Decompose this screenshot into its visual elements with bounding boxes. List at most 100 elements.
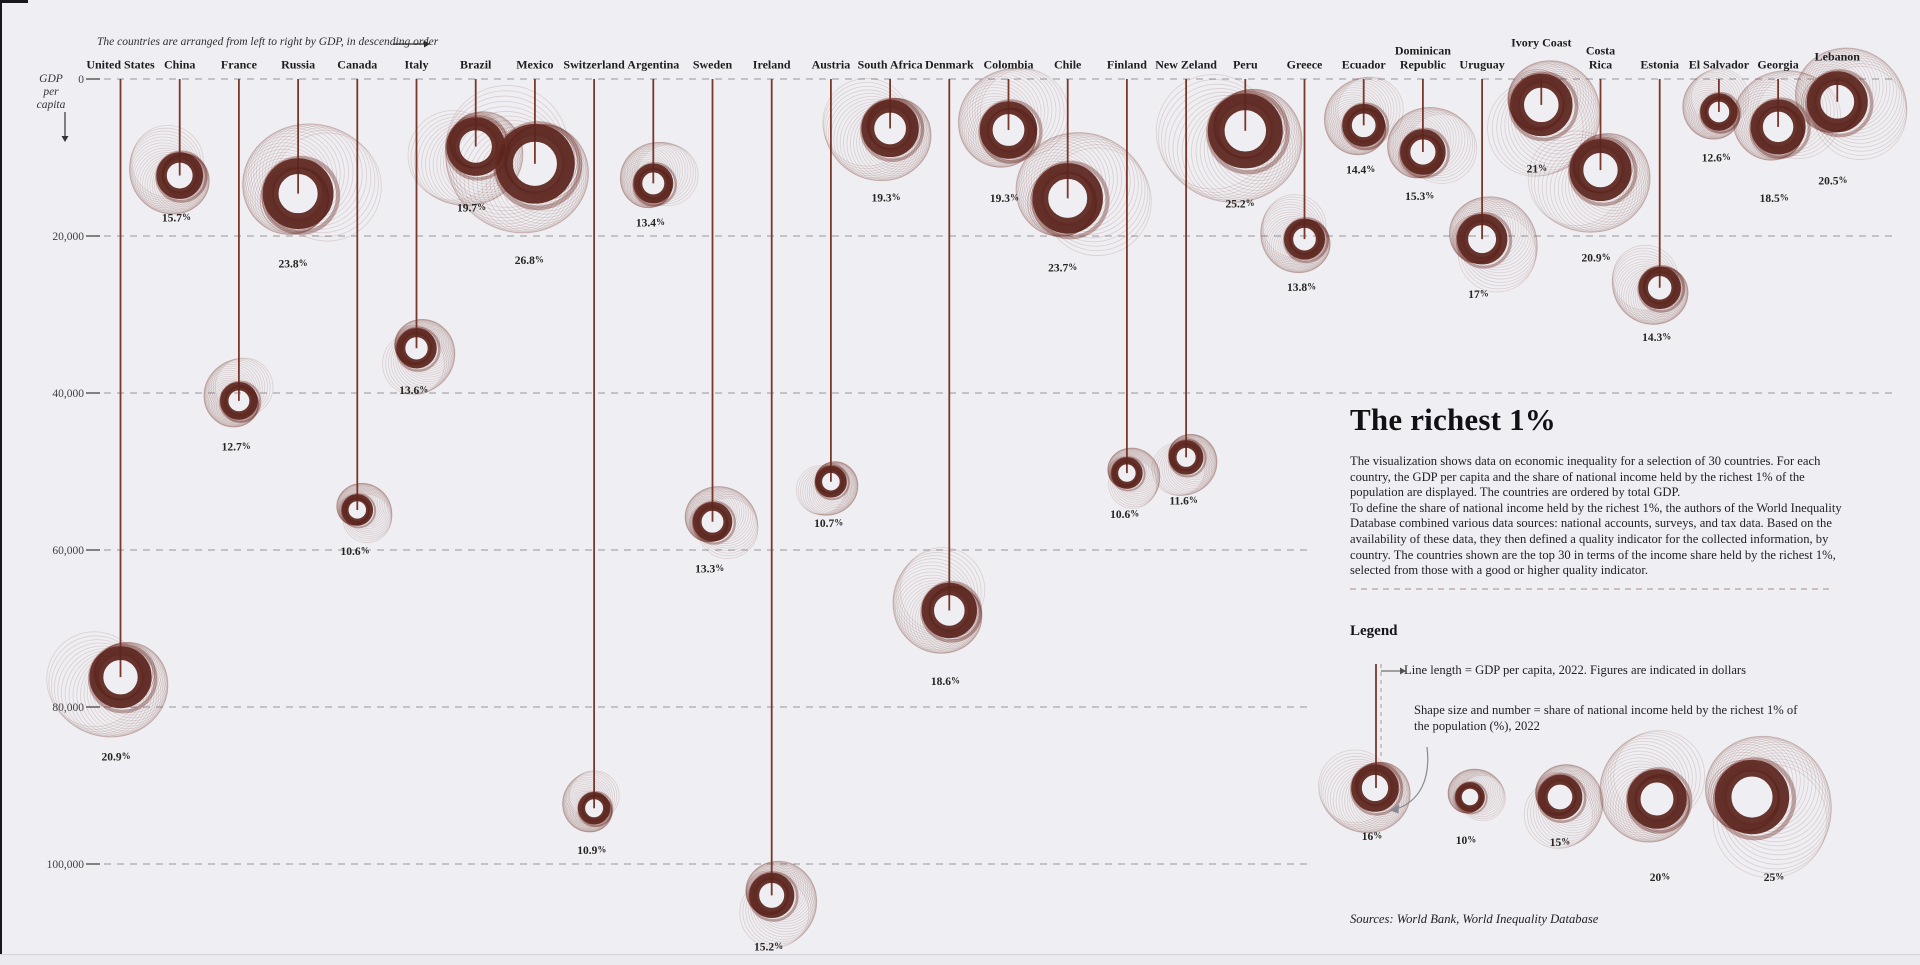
country-name-label: China <box>164 58 195 72</box>
y-axis-label: GDP per capita <box>30 73 72 112</box>
country-share-label: 26.8% <box>515 254 544 267</box>
country-name-label: Russia <box>281 58 315 72</box>
description-paragraph-1: The visualization shows data on economic… <box>1350 454 1821 500</box>
country-share-label: 13.4% <box>636 217 665 230</box>
spirograph-shape <box>1015 132 1152 256</box>
spirograph-shape <box>203 357 274 428</box>
country-share-label: 10.9% <box>577 844 606 857</box>
spirograph-shape <box>795 461 859 516</box>
country-share-label: 23.7% <box>1048 262 1077 275</box>
country-name-label: Colombia <box>983 58 1033 72</box>
sources-note: Sources: World Bank, World Inequality Da… <box>1350 912 1599 926</box>
spirograph-shape <box>1318 749 1411 834</box>
country-name-label: Finland <box>1107 58 1147 72</box>
country-name-label: Peru <box>1233 58 1258 72</box>
spirograph-shape <box>1387 107 1478 184</box>
spirograph-shape <box>1523 764 1604 849</box>
country-share-label: 10.6% <box>1110 509 1139 522</box>
spirograph-shape <box>684 486 759 559</box>
legend-shape-arrow-head-icon <box>1390 804 1399 814</box>
country-name-label: South Africa <box>858 58 923 72</box>
country-share-label: 10.6% <box>341 545 370 558</box>
spirograph-shape <box>892 547 986 654</box>
axis-tick-label: 100,000 <box>47 859 85 871</box>
y-axis-label-line3: capita <box>36 99 66 111</box>
country-name-label: Canada <box>337 58 377 72</box>
spirograph-shape <box>1682 68 1750 140</box>
spirograph-shape <box>1795 47 1908 160</box>
legend-example-label: 16% <box>1362 831 1383 844</box>
country-name-label: United States <box>86 58 155 72</box>
country-share-label: 21% <box>1527 163 1548 176</box>
country-name-label: Italy <box>405 58 429 72</box>
screen-edge-corner <box>0 0 28 3</box>
spirograph-shape <box>1611 244 1689 325</box>
legend-shape-size-label: Shape size and number = share of nationa… <box>1414 703 1798 733</box>
spirograph-shape <box>1323 76 1404 156</box>
country-name-label: Estonia <box>1640 58 1679 72</box>
legend-example-label: 15% <box>1550 837 1571 850</box>
country-share-label: 20.5% <box>1818 175 1847 188</box>
right-arrow-head-icon <box>424 40 430 48</box>
axis-tick-label: 40,000 <box>52 388 84 400</box>
country-share-label: 20.9% <box>1582 252 1611 265</box>
country-share-label: 12.7% <box>222 441 251 454</box>
country-name-label: Argentina <box>627 58 679 72</box>
down-arrow-head-icon <box>61 136 69 142</box>
y-axis-label-line1: GDP <box>39 73 63 85</box>
spirograph-shape <box>1599 730 1706 843</box>
spirograph-shape <box>822 77 932 182</box>
country-name-label: Georgia <box>1757 58 1798 72</box>
spirograph-shape <box>1527 130 1651 233</box>
description-paragraph-2: To define the share of national income h… <box>1350 500 1842 578</box>
axis-tick-label: 0 <box>78 74 84 86</box>
spirograph-shape <box>46 631 169 738</box>
country-share-label: 13.6% <box>399 384 428 397</box>
axis-tick-label: 80,000 <box>52 702 84 714</box>
country-share-label: 15.3% <box>1405 191 1434 204</box>
spirograph-shape <box>1487 60 1601 177</box>
country-share-label: 13.8% <box>1287 282 1316 295</box>
country-name-label: Chile <box>1054 58 1082 72</box>
country-name-label: Ireland <box>753 58 791 72</box>
spirograph-shape <box>1704 735 1832 879</box>
spirograph-shape <box>129 125 210 215</box>
country-share-label: 15.2% <box>754 941 783 954</box>
country-name-label: New Zeland <box>1155 58 1217 72</box>
country-share-label: 19.3% <box>990 192 1019 205</box>
legend-heading: Legend <box>1350 623 1398 639</box>
spirograph-shape <box>1447 768 1506 822</box>
country-share-label: 15.7% <box>162 212 191 225</box>
country-share-label: 12.6% <box>1702 152 1731 165</box>
spirograph-shape <box>242 123 382 242</box>
country-name-label: Ivory Coast <box>1511 36 1571 50</box>
y-axis-label-line2: per <box>43 86 59 98</box>
country-name-label: Brazil <box>460 58 492 72</box>
spirograph-shape <box>1732 70 1841 161</box>
spirograph-shape <box>739 860 818 948</box>
country-name-label: El Salvador <box>1689 58 1750 72</box>
ordering-annotation-text: The countries are arranged from left to … <box>97 36 439 48</box>
country-name-label: Uruguay <box>1459 58 1504 72</box>
spirograph-shape <box>444 85 589 234</box>
ordering-annotation: The countries are arranged from left to … <box>97 36 438 48</box>
country-share-label: 18.5% <box>1760 193 1789 206</box>
spirograph-shape <box>1151 433 1218 496</box>
page-title: The richest 1% <box>1350 402 1556 437</box>
country-share-label: 23.8% <box>279 258 308 271</box>
spirograph-shape <box>1107 447 1161 509</box>
country-name-label: Mexico <box>516 58 553 72</box>
spirograph-shape <box>382 318 456 396</box>
country-name-label: Greece <box>1287 58 1323 72</box>
bottom-strip <box>0 954 1920 965</box>
country-share-label: 13.3% <box>695 563 724 576</box>
description-panel: The richest 1% The visualization shows d… <box>1350 402 1855 579</box>
screen-edge-left <box>0 0 2 965</box>
country-share-label: 20.9% <box>102 751 131 764</box>
country-name-label: France <box>221 58 258 72</box>
legend-example-label: 25% <box>1764 872 1785 885</box>
spirograph-shape <box>1155 74 1303 203</box>
country-name-label: Costa Rica <box>1586 44 1615 72</box>
spirograph-shape <box>1449 196 1538 293</box>
country-share-label: 14.3% <box>1642 331 1671 344</box>
